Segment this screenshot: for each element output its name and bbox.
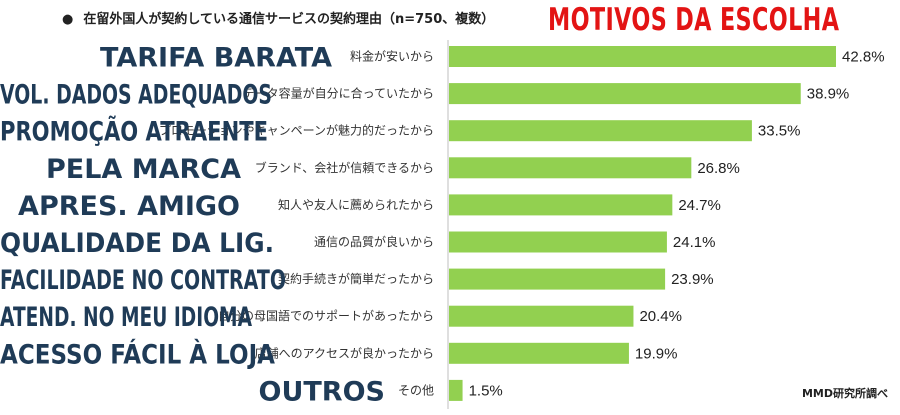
value-label: 1.5% <box>469 382 503 399</box>
chart-subtitle-text: 在留外国人が契約している通信サービスの契約理由（n=750、複数） <box>83 12 495 27</box>
category-label: ブランド、会社が信頼できるから <box>255 160 434 175</box>
bar <box>449 194 673 216</box>
bar <box>449 231 667 253</box>
bar <box>449 268 666 290</box>
overlay-label: FACILIDADE NO CONTRATO <box>0 265 286 296</box>
overlay-label: VOL. DADOS ADEQUADOS <box>0 80 272 111</box>
category-label: データ容量が自分に合っていたから <box>243 86 434 101</box>
bar <box>449 379 463 401</box>
overlay-label: OUTROS <box>259 376 385 407</box>
value-label: 33.5% <box>758 123 801 140</box>
bullet-icon: ● <box>62 12 74 27</box>
overlay-label: TARIFA BARATA <box>100 43 332 74</box>
value-label: 20.4% <box>639 308 682 325</box>
bar <box>449 305 634 327</box>
value-label: 19.9% <box>635 345 678 362</box>
overlay-label: ATEND. NO MEU IDIOMA <box>0 302 252 333</box>
bar <box>449 157 692 179</box>
value-label: 42.8% <box>842 49 885 66</box>
overlay-label: APRES. AMIGO <box>18 191 240 222</box>
category-label: プロモーションやキャンペーンが魅力的だったから <box>159 123 434 138</box>
bar <box>449 120 752 142</box>
bar <box>449 46 836 67</box>
source-credit: MMD研究所調べ <box>801 387 888 400</box>
value-label: 26.8% <box>697 160 740 177</box>
category-label: 自分の母国語でのサポートがあったから <box>218 308 434 323</box>
value-label: 24.1% <box>673 234 716 251</box>
overlay-label: QUALIDADE DA LIG. <box>0 228 274 259</box>
category-label: 料金が安いから <box>350 49 434 64</box>
overlay-title: MOTIVOS DA ESCOLHA <box>548 2 840 38</box>
bar <box>449 342 629 364</box>
chart-subtitle: ● 在留外国人が契約している通信サービスの契約理由（n=750、複数） <box>62 8 494 27</box>
value-label: 23.9% <box>671 271 714 288</box>
category-label: 契約手続きが簡単だったから <box>278 271 434 286</box>
overlay-label: PELA MARCA <box>46 154 241 185</box>
category-label: その他 <box>398 383 434 397</box>
category-label: 知人や友人に薦められたから <box>278 198 434 212</box>
value-label: 38.9% <box>807 86 850 103</box>
category-label: 通信の品質が良いから <box>314 234 434 249</box>
bar <box>449 83 801 105</box>
value-label: 24.7% <box>678 197 721 214</box>
overlay-label: ACESSO FÁCIL À LOJA <box>0 338 275 370</box>
overlay-label: PROMOÇÃO ATRAENTE <box>0 116 268 148</box>
category-label: 店舗へのアクセスが良かったから <box>255 345 434 360</box>
